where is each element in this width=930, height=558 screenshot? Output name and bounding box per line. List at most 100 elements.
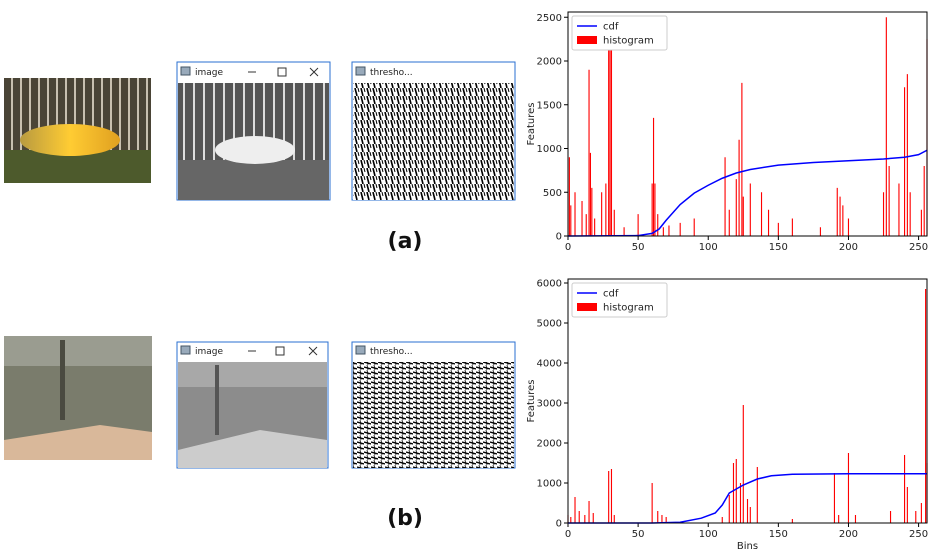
- histogram-bar: [898, 183, 900, 236]
- plot-frame: [567, 278, 928, 524]
- histogram-bar: [570, 205, 572, 236]
- y-tick-label: 2500: [537, 13, 562, 24]
- x-tick-label: 150: [769, 242, 788, 253]
- histogram-bar: [651, 483, 653, 523]
- y-tick-label: 1000: [537, 144, 562, 155]
- histogram-bar: [637, 214, 639, 236]
- histogram-bar: [925, 289, 927, 523]
- x-tick-label: 200: [839, 529, 858, 540]
- histogram-bar: [613, 515, 615, 523]
- histogram-bar: [661, 515, 663, 523]
- histogram-bar: [906, 74, 908, 236]
- histogram-bar: [591, 187, 593, 236]
- histogram-bar: [584, 515, 586, 523]
- histogram-bar: [588, 69, 590, 236]
- histogram-bar: [756, 467, 758, 523]
- histogram-bar: [665, 517, 667, 523]
- histogram-bar: [608, 34, 610, 236]
- y-tick-label: 4000: [537, 359, 562, 370]
- x-tick-label: 250: [909, 529, 928, 540]
- y-axis-label: Features: [526, 103, 537, 146]
- histogram-bar: [724, 157, 726, 236]
- histogram-bar: [854, 515, 857, 523]
- legend-swatch: [577, 36, 597, 44]
- y-tick-label: 5000: [537, 319, 562, 330]
- window-title: thresho...: [370, 68, 413, 78]
- histogram-bar: [888, 166, 890, 236]
- x-tick-label: 150: [769, 529, 788, 540]
- histogram-bar: [732, 463, 735, 523]
- histogram-bar: [581, 201, 583, 236]
- histogram-bar: [654, 183, 656, 236]
- histogram-bar: [570, 517, 572, 523]
- histogram-bar: [749, 507, 751, 523]
- window-title: image: [195, 68, 223, 78]
- x-tick-label: 50: [632, 242, 645, 253]
- histogram-bar: [610, 43, 613, 236]
- window-image-b: [176, 341, 329, 469]
- histogram-bar: [588, 501, 590, 523]
- y-tick-label: 6000: [537, 279, 562, 290]
- y-tick-label: 3000: [537, 399, 562, 410]
- x-tick-label: 0: [565, 529, 571, 540]
- x-tick-label: 50: [632, 529, 645, 540]
- histogram-bar: [668, 225, 670, 236]
- histogram-bar: [613, 209, 615, 236]
- histogram-bar: [915, 511, 917, 523]
- window-image-a: [176, 61, 331, 201]
- y-tick-label: 0: [556, 519, 562, 530]
- y-tick-label: 1000: [537, 479, 562, 490]
- histogram-bar: [735, 459, 737, 523]
- panel-label: (a): [388, 229, 423, 254]
- histogram-bar: [791, 218, 793, 236]
- histogram-bar: [585, 214, 587, 236]
- window-threshold-b: [351, 341, 516, 469]
- window-title: image: [195, 347, 223, 357]
- histogram-bar: [608, 471, 610, 523]
- x-tick-label: 200: [839, 242, 858, 253]
- y-tick-label: 2000: [537, 57, 562, 68]
- histogram-bar: [882, 192, 885, 236]
- y-tick-label: 2000: [537, 439, 562, 450]
- histogram-bar: [728, 209, 730, 236]
- histogram-bar: [909, 192, 911, 236]
- histogram-bar: [574, 192, 576, 236]
- histogram-bar: [728, 495, 730, 523]
- histogram-bar: [836, 187, 838, 236]
- histogram-bar: [662, 227, 664, 236]
- histogram-bar: [742, 405, 744, 523]
- legend-label: histogram: [603, 36, 654, 47]
- histogram-bar: [609, 47, 611, 236]
- legend-label: histogram: [603, 303, 654, 314]
- histogram-bar: [657, 511, 659, 523]
- legend-label: cdf: [603, 289, 619, 300]
- histogram-bar: [819, 227, 821, 236]
- cdf-line: [567, 149, 928, 237]
- histogram-bar: [746, 499, 749, 523]
- x-tick-label: 100: [699, 529, 718, 540]
- histogram-bar: [651, 183, 653, 236]
- histogram-bar: [568, 157, 570, 236]
- histogram-bar: [904, 455, 906, 523]
- legend-swatch: [577, 303, 597, 311]
- histogram-bar: [657, 214, 659, 236]
- histogram-bar: [601, 192, 603, 236]
- histogram-bar: [885, 17, 887, 236]
- image-b-color: [4, 336, 152, 460]
- histogram-bar: [592, 513, 594, 523]
- x-axis-label: Bins: [737, 541, 758, 552]
- histogram-bar: [833, 473, 836, 523]
- histogram-bar: [738, 139, 740, 236]
- histogram-bar: [791, 519, 793, 523]
- histogram-bar: [906, 487, 908, 523]
- panel-label: (b): [387, 506, 423, 531]
- histogram-bar: [721, 517, 723, 523]
- histogram-bar: [923, 166, 925, 236]
- image-a-color: [4, 78, 151, 183]
- histogram-bar: [739, 483, 742, 523]
- histogram-bar: [735, 179, 737, 236]
- histogram-bar: [760, 192, 763, 236]
- histogram-bar: [904, 87, 906, 236]
- histogram-bar: [847, 218, 850, 236]
